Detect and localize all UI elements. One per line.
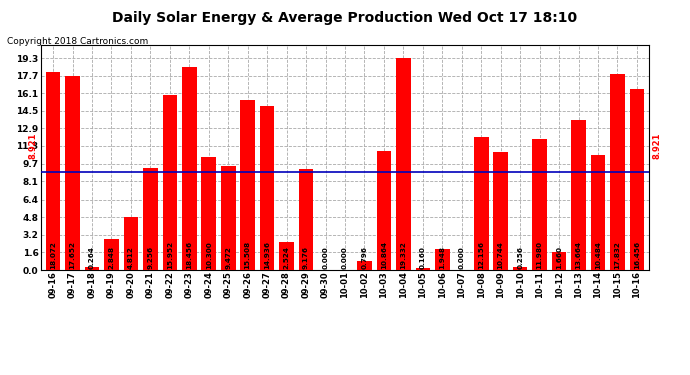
Text: 10.484: 10.484 [595,241,601,269]
Text: 15.508: 15.508 [245,241,250,269]
Bar [124,217,138,270]
Text: 12.156: 12.156 [478,241,484,269]
Text: 11.980: 11.980 [537,241,542,269]
Text: Copyright 2018 Cartronics.com: Copyright 2018 Cartronics.com [7,38,148,46]
Bar [46,72,61,270]
Text: 2.848: 2.848 [108,246,115,269]
Bar [571,120,586,270]
Bar [143,168,158,270]
Bar [591,155,605,270]
Text: 0.264: 0.264 [89,246,95,269]
Bar [221,166,235,270]
Text: 13.664: 13.664 [575,241,582,269]
Text: 14.936: 14.936 [264,241,270,269]
Bar [104,239,119,270]
Text: 9.176: 9.176 [303,246,309,269]
Text: 8.921: 8.921 [29,132,38,159]
Text: 0.160: 0.160 [420,246,426,269]
Bar [299,169,313,270]
Text: 0.000: 0.000 [322,246,328,269]
Bar [66,76,80,270]
Text: 10.300: 10.300 [206,242,212,269]
Bar [493,152,508,270]
Bar [474,136,489,270]
Text: 9.256: 9.256 [148,246,153,269]
Text: 10.864: 10.864 [381,241,387,269]
Bar [552,252,566,270]
Text: 18.456: 18.456 [186,241,193,269]
Bar [85,267,99,270]
Bar [279,242,294,270]
Text: 19.332: 19.332 [400,241,406,269]
Text: 0.796: 0.796 [362,246,368,269]
Text: 18.072: 18.072 [50,241,56,269]
Bar [513,267,527,270]
Text: 17.652: 17.652 [70,241,75,269]
Bar [396,58,411,270]
Text: 1.948: 1.948 [440,246,445,269]
Bar [377,151,391,270]
Bar [182,68,197,270]
Text: 9.472: 9.472 [225,246,231,269]
Text: 0.000: 0.000 [342,246,348,269]
Text: 16.456: 16.456 [634,241,640,269]
Text: 8.921: 8.921 [652,132,661,159]
Bar [532,138,547,270]
Bar [163,95,177,270]
Bar [415,268,430,270]
Bar [201,157,216,270]
Text: 2.524: 2.524 [284,246,290,269]
Bar [240,100,255,270]
Text: 10.744: 10.744 [497,242,504,269]
Bar [260,106,275,270]
Bar [435,249,450,270]
Bar [357,261,372,270]
Text: 4.812: 4.812 [128,246,134,269]
Text: 0.256: 0.256 [517,246,523,269]
Text: 1.660: 1.660 [556,246,562,269]
Bar [629,89,644,270]
Text: Daily Solar Energy & Average Production Wed Oct 17 18:10: Daily Solar Energy & Average Production … [112,11,578,25]
Text: 0.000: 0.000 [459,246,465,269]
Text: 17.832: 17.832 [615,241,620,269]
Text: 15.952: 15.952 [167,241,173,269]
Bar [610,74,624,270]
